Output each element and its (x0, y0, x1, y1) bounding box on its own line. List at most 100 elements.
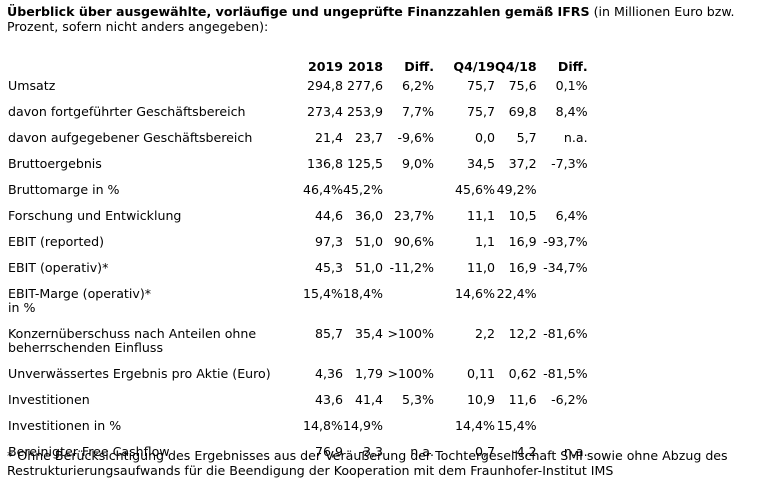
table-cell: 16,9 (508, 234, 537, 249)
table-cell: 43,6 (314, 392, 343, 407)
table-cell: 6,4% (555, 208, 588, 223)
column-header: Q4/18 (495, 58, 537, 74)
row-label-line: EBIT-Marge (operativ)* (8, 286, 152, 301)
table-cell: 5,7 (516, 130, 537, 145)
table-cell: -81,5% (543, 366, 588, 381)
row-label-line: beherrschenden Einfluss (8, 340, 164, 355)
table-cell: 294,8 (306, 78, 343, 93)
table-row: Bereinigter Free Cashflow 76,9 -3,3 n.a. 0,7… (4, 444, 588, 470)
table-cell: -6,2% (551, 392, 588, 407)
table-cell: -11,2% (389, 260, 435, 275)
table-row: EBIT (reported) 97,3 51,0 90,6% 1,1 16,9 -93,7… (4, 234, 588, 260)
table-cell (537, 182, 588, 208)
table-cell: 10,9 (466, 392, 496, 407)
column-header: 2018 (347, 58, 384, 74)
row-label: Bruttomarge in % (4, 182, 288, 208)
table-cell (537, 286, 588, 326)
row-label: Unverwässertes Ergebnis pro Aktie (Euro) (4, 366, 288, 392)
table-cell: 6,2% (402, 78, 435, 93)
row-label: EBIT-Marge (operativ)* in % (4, 286, 288, 326)
table-cell: 51,0 (354, 234, 384, 249)
row-label-line: EBIT (reported) (8, 234, 105, 249)
row-label: EBIT (operativ)* (4, 260, 288, 286)
table-cell: 11,1 (466, 208, 496, 223)
table-cell: 23,7 (354, 130, 384, 145)
table-cell: n.a. (563, 130, 588, 145)
table-cell: -7,3% (551, 156, 588, 171)
table-cell: 125,5 (346, 156, 384, 171)
row-label: Forschung und Entwicklung (4, 208, 288, 234)
row-label-line: davon aufgegebener Geschäftsbereich (8, 130, 253, 145)
table-row: davon fortgeführter Geschäftsbereich 273,… (4, 104, 588, 130)
table-cell: 75,7 (466, 104, 496, 119)
table-cell: 22,4% (496, 286, 537, 301)
table-cell: 0,62 (508, 366, 537, 381)
row-label-line: Umsatz (8, 78, 56, 93)
table-row: Bruttomarge in % 46,4% 45,2% 45,6% 49,2% (4, 182, 588, 208)
table-cell: 18,4% (343, 286, 384, 301)
row-label-line: Konzernüberschuss nach Anteilen ohne (8, 326, 257, 341)
caption-title: Überblick über ausgewählte, vorläufige u… (7, 4, 590, 19)
table-cell: 75,6 (508, 78, 537, 93)
table-cell: 5,3% (402, 392, 435, 407)
table-cell: 11,6 (508, 392, 537, 407)
table-cell: 51,0 (354, 260, 384, 275)
table-cell: 14,4% (455, 418, 496, 433)
table-cell: 45,2% (343, 182, 384, 197)
table-cell: >100% (387, 366, 435, 381)
table-cell: 49,2% (496, 182, 537, 197)
table-cell: 14,6% (455, 286, 496, 301)
table-row: Investitionen 43,6 41,4 5,3% 10,9 11,6 -6,2% (4, 392, 588, 418)
table-cell: -81,6% (543, 326, 588, 341)
table-cell: 45,6% (455, 182, 496, 197)
table-cell: -93,7% (543, 234, 588, 249)
column-header: Q4/19 (453, 58, 496, 74)
table-cell: 69,8 (508, 104, 537, 119)
caption-subtitle: (in Millionen Euro bzw. Prozent, sofern … (7, 4, 735, 34)
table-cell: 1,1 (474, 234, 496, 249)
table-cell: n.a. (410, 444, 435, 459)
table-cell: 14,8% (302, 418, 343, 433)
table-cell: 44,6 (314, 208, 343, 223)
table-caption: Überblick über ausgewählte, vorläufige u… (7, 4, 757, 34)
table-cell: 1,79 (354, 366, 384, 381)
row-label: davon fortgeführter Geschäftsbereich (4, 104, 288, 130)
table-cell: 37,2 (508, 156, 537, 171)
row-label: Bruttoergebnis (4, 156, 288, 182)
table-cell: 23,7% (394, 208, 435, 223)
table-row: Umsatz 294,8 277,6 6,2% 75,7 75,6 0,1% (4, 78, 588, 104)
row-label-line: Unverwässertes Ergebnis pro Aktie (Euro) (8, 366, 271, 381)
table-cell: 9,0% (402, 156, 435, 171)
table-row: davon aufgegebener Geschäftsbereich 21,4 2… (4, 130, 588, 156)
table-cell: 85,7 (314, 326, 343, 341)
table-cell: 0,1% (555, 78, 588, 93)
table-cell: 10,5 (508, 208, 537, 223)
table-cell: 2,2 (474, 326, 496, 341)
row-label-line: Bruttoergebnis (8, 156, 102, 171)
table-cell: 45,3 (314, 260, 343, 275)
table-cell: >100% (387, 326, 435, 341)
row-label-line: in % (8, 300, 36, 315)
table-cell: 253,9 (346, 104, 384, 119)
table-cell: 7,7% (402, 104, 435, 119)
table-cell: 11,0 (466, 260, 496, 275)
column-header: Diff. (404, 58, 435, 74)
table-cell (383, 182, 434, 208)
table-cell (537, 418, 588, 444)
table-cell: 90,6% (394, 234, 435, 249)
table-cell: 15,4% (302, 286, 343, 301)
table-cell: 75,7 (466, 78, 496, 93)
row-label: Investitionen in % (4, 418, 288, 444)
row-label-line: davon fortgeführter Geschäftsbereich (8, 104, 246, 119)
table-row: Investitionen in % 14,8% 14,9% 14,4% 15,4% (4, 418, 588, 444)
row-label: Umsatz (4, 78, 288, 104)
row-label: davon aufgegebener Geschäftsbereich (4, 130, 288, 156)
row-label-line: Bruttomarge in % (8, 182, 120, 197)
table-cell: 8,4% (555, 104, 588, 119)
table-cell (383, 418, 434, 444)
row-label-line: Investitionen (8, 392, 90, 407)
table-cell (383, 286, 434, 326)
table-row: Bruttoergebnis 136,8 125,5 9,0% 34,5 37,2 -7,3… (4, 156, 588, 182)
column-header: Diff. (557, 58, 588, 74)
footnote: * Ohne Berücksichtigung des Ergebnisses … (7, 448, 728, 478)
